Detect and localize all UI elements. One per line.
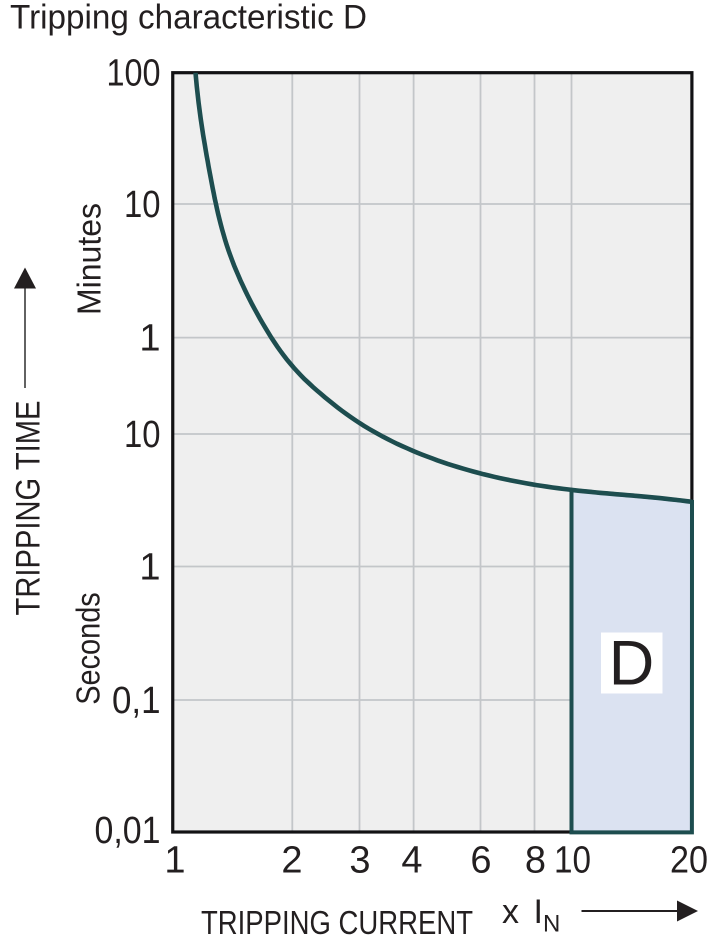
svg-text:N: N <box>543 911 560 938</box>
svg-text:2: 2 <box>281 840 302 882</box>
svg-text:x: x <box>502 893 519 931</box>
svg-text:Seconds: Seconds <box>70 592 107 705</box>
svg-text:1: 1 <box>139 547 160 589</box>
svg-text:TRIPPING TIME: TRIPPING TIME <box>10 401 48 616</box>
svg-text:0,1: 0,1 <box>112 680 161 722</box>
svg-text:Minutes: Minutes <box>71 203 108 315</box>
svg-text:100: 100 <box>107 52 161 94</box>
svg-text:3: 3 <box>349 840 370 882</box>
svg-text:0,01: 0,01 <box>95 810 161 852</box>
svg-text:4: 4 <box>401 840 422 882</box>
svg-text:D: D <box>609 629 655 699</box>
svg-text:Tripping characteristic D: Tripping characteristic D <box>10 0 367 37</box>
svg-text:10: 10 <box>124 414 161 456</box>
svg-text:I: I <box>534 893 543 931</box>
svg-text:10: 10 <box>554 840 591 882</box>
svg-text:6: 6 <box>470 840 491 882</box>
svg-text:1: 1 <box>139 318 160 360</box>
svg-text:TRIPPING CURRENT: TRIPPING CURRENT <box>201 905 473 942</box>
svg-text:8: 8 <box>525 840 546 882</box>
svg-text:20: 20 <box>670 840 708 882</box>
svg-text:10: 10 <box>124 184 161 226</box>
svg-text:1: 1 <box>164 840 185 882</box>
